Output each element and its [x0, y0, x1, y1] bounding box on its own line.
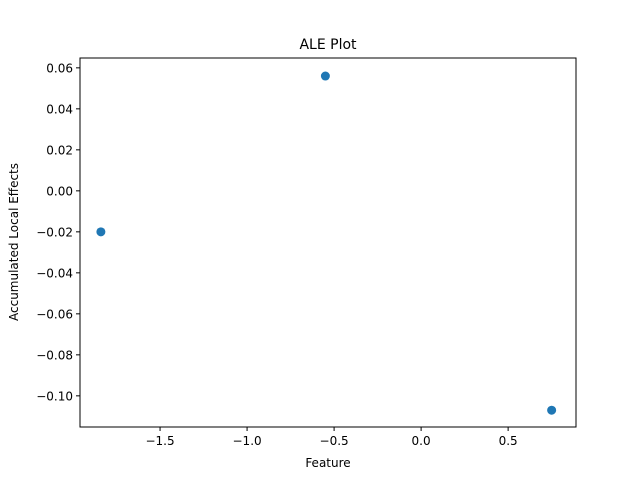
y-tick-label: −0.10	[36, 389, 73, 403]
y-axis: −0.10 −0.08 −0.06 −0.04 −0.02 0.00 0.02 0.04 0.0…	[36, 61, 80, 403]
y-tick-label: −0.08	[36, 348, 73, 362]
x-tick-label: −1.5	[145, 434, 174, 448]
y-tick-label: 0.00	[46, 184, 73, 198]
x-tick-label: −1.0	[233, 434, 262, 448]
data-point	[320, 71, 330, 81]
plot-frame	[79, 57, 577, 428]
y-tick-label: 0.04	[46, 102, 73, 116]
y-tick-label: −0.06	[36, 307, 73, 321]
chart-title: ALE Plot	[299, 37, 357, 53]
y-tick-label: 0.02	[46, 143, 73, 157]
x-axis-label: Feature	[305, 456, 350, 470]
data-points	[96, 71, 557, 415]
y-tick-label: 0.06	[46, 61, 73, 75]
data-point	[96, 227, 106, 237]
x-tick-label: 0.5	[499, 434, 518, 448]
data-point	[547, 405, 557, 415]
x-axis: −1.5 −1.0 −0.5 0.0 0.5	[145, 427, 518, 448]
y-tick-label: −0.02	[36, 225, 73, 239]
y-tick-label: −0.04	[36, 266, 73, 280]
x-tick-label: −0.5	[320, 434, 349, 448]
x-tick-label: 0.0	[412, 434, 431, 448]
y-axis-label: Accumulated Local Effects	[7, 163, 21, 321]
